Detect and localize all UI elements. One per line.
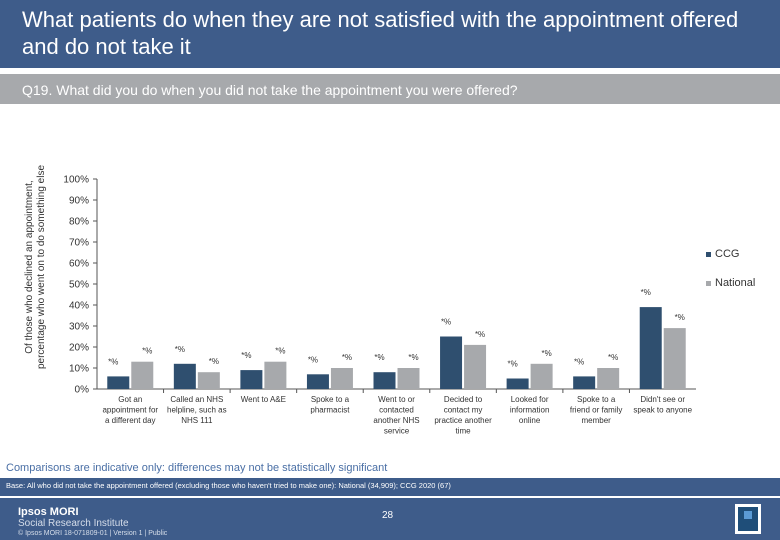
legend-label-ccg: CCG <box>715 248 740 260</box>
y-tick-label: 0% <box>75 385 90 396</box>
y-tick-label: 10% <box>69 364 89 375</box>
data-label: *% <box>275 347 285 356</box>
x-tick-label: Got an <box>118 395 142 404</box>
bar-ccg <box>573 376 596 389</box>
data-label: *% <box>408 353 418 362</box>
x-tick-label: time <box>455 427 471 436</box>
bar-national <box>464 344 487 389</box>
data-label: *% <box>308 355 318 364</box>
x-tick-label: friend or family <box>570 406 622 415</box>
legend-label-national: National <box>715 277 756 289</box>
base-bar: Base: All who did not take the appointme… <box>0 478 780 496</box>
x-tick-label: Didn't see or <box>640 395 685 404</box>
y-tick-label: 80% <box>69 217 89 228</box>
y-tick-label: 90% <box>69 196 89 207</box>
bar-national <box>663 328 686 389</box>
y-tick-label: 40% <box>69 301 89 312</box>
data-label: *% <box>142 347 152 356</box>
data-label: *% <box>342 353 352 362</box>
legend-swatch-national <box>706 280 711 286</box>
bar-ccg <box>440 336 463 389</box>
y-tick-label: 20% <box>69 343 89 354</box>
x-tick-label: Looked for <box>511 395 549 404</box>
x-tick-label: appointment for <box>102 406 158 415</box>
x-tick-label: Went to A&E <box>241 395 286 404</box>
x-tick-label: helpline, such as <box>167 406 227 415</box>
x-tick-label: service <box>384 427 410 436</box>
bar-national <box>330 368 353 389</box>
bar-ccg <box>506 378 529 389</box>
legend-item-ccg: CCG <box>706 248 739 260</box>
bar-ccg <box>107 376 130 389</box>
bar-national <box>131 361 154 389</box>
x-tick-label: Called an NHS <box>170 395 223 404</box>
page-number: 28 <box>382 510 394 521</box>
x-tick-label: Went to or <box>378 395 415 404</box>
bar-ccg <box>373 372 396 389</box>
bar-ccg <box>306 374 329 389</box>
bar-national <box>397 368 420 389</box>
y-tick-label: 50% <box>69 280 89 291</box>
bar-ccg <box>173 363 196 389</box>
bar-ccg <box>240 370 263 389</box>
data-label: *% <box>241 351 251 360</box>
legend-item-national: National <box>706 277 755 289</box>
y-tick-label: 70% <box>69 238 89 249</box>
bar-national <box>597 368 620 389</box>
data-label: *% <box>608 353 618 362</box>
data-label: *% <box>641 288 651 297</box>
x-tick-label: speak to anyone <box>633 406 692 415</box>
bar-national <box>197 372 220 389</box>
data-label: *% <box>574 357 584 366</box>
x-tick-label: practice another <box>434 416 492 425</box>
data-label: *% <box>541 349 551 358</box>
footer: Ipsos MORI Social Research Institute 28 … <box>0 498 780 540</box>
title-bar: What patients do when they are not satis… <box>0 0 780 68</box>
question-bar: Q19. What did you do when you did not ta… <box>0 74 780 104</box>
copyright-text: © Ipsos MORI 18-071809-01 | Version 1 | … <box>18 530 168 537</box>
question-text: Q19. What did you do when you did not ta… <box>22 82 518 98</box>
x-tick-label: a different day <box>105 416 156 425</box>
data-label: *% <box>675 313 685 322</box>
data-label: *% <box>108 357 118 366</box>
bar-national <box>530 363 553 389</box>
x-tick-label: another NHS <box>373 416 419 425</box>
page-title: What patients do when they are not satis… <box>22 7 739 59</box>
x-tick-label: NHS 111 <box>181 416 213 425</box>
brand-subtitle: Social Research Institute <box>18 518 129 529</box>
data-label: *% <box>374 353 384 362</box>
bar-national <box>264 361 287 389</box>
x-tick-label: contact my <box>444 406 483 415</box>
x-tick-label: pharmacist <box>310 406 350 415</box>
x-tick-label: member <box>581 416 611 425</box>
x-tick-label: Decided to <box>444 395 483 404</box>
y-tick-label: 100% <box>63 175 89 186</box>
y-tick-label: 30% <box>69 322 89 333</box>
legend-swatch-ccg <box>706 251 711 257</box>
ipsos-logo-icon <box>735 504 761 534</box>
data-label: *% <box>441 318 451 327</box>
data-label: *% <box>175 345 185 354</box>
x-tick-label: information <box>510 406 550 415</box>
x-tick-label: contacted <box>379 406 414 415</box>
x-tick-label: Spoke to a <box>311 395 350 404</box>
x-tick-label: online <box>519 416 541 425</box>
x-tick-label: Spoke to a <box>577 395 616 404</box>
base-text: Base: All who did not take the appointme… <box>6 481 451 490</box>
comparison-note: Comparisons are indicative only: differe… <box>6 462 388 474</box>
data-label: *% <box>507 360 517 369</box>
data-label: *% <box>209 357 219 366</box>
y-tick-label: 60% <box>69 259 89 270</box>
data-label: *% <box>475 330 485 339</box>
bar-ccg <box>639 307 662 389</box>
bar-chart: 0% 10% 20% 30% 40% 50% 60% 70% 80% 90% 100% *% *% Got… <box>63 175 696 436</box>
brand-name: Ipsos MORI <box>18 506 79 518</box>
